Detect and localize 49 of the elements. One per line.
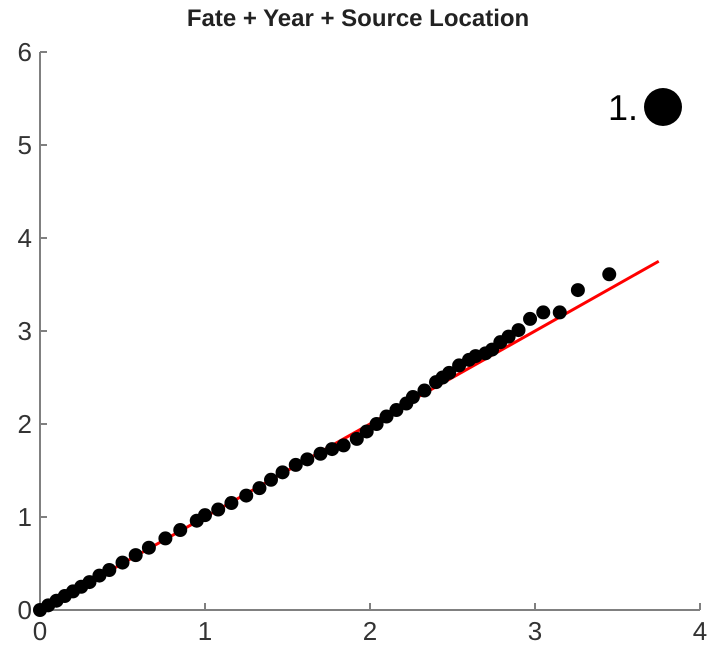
point bbox=[380, 410, 394, 424]
point bbox=[452, 358, 466, 372]
point bbox=[370, 417, 384, 431]
point bbox=[552, 305, 567, 320]
point bbox=[116, 556, 130, 570]
point bbox=[128, 548, 143, 562]
point bbox=[442, 366, 456, 380]
point bbox=[211, 502, 226, 517]
x-tick-label: 2 bbox=[362, 616, 378, 646]
y-tick-label: 6 bbox=[18, 37, 32, 67]
point bbox=[602, 267, 616, 282]
chart-title: Fate + Year + Source Location bbox=[186, 5, 530, 32]
point bbox=[336, 438, 351, 452]
point bbox=[158, 531, 172, 546]
point bbox=[142, 540, 156, 555]
y-tick-label: 1 bbox=[18, 502, 32, 532]
point bbox=[502, 330, 516, 344]
x-tick-label: 3 bbox=[528, 616, 542, 646]
point bbox=[417, 384, 432, 398]
point bbox=[224, 496, 238, 510]
point bbox=[406, 390, 420, 404]
point bbox=[198, 508, 212, 522]
point bbox=[325, 442, 340, 456]
point bbox=[92, 568, 106, 583]
x-tick-label: 4 bbox=[692, 616, 708, 646]
point bbox=[239, 488, 254, 503]
point bbox=[350, 432, 364, 446]
point bbox=[512, 323, 526, 338]
x-tick-label: 1 bbox=[198, 616, 212, 646]
point bbox=[276, 465, 290, 480]
y-tick-label: 4 bbox=[18, 223, 32, 253]
point bbox=[264, 472, 278, 487]
annotation: 1. bbox=[608, 87, 638, 128]
point bbox=[82, 575, 96, 590]
point bbox=[173, 523, 188, 538]
y-tick-label: 0 bbox=[18, 595, 32, 625]
point bbox=[288, 458, 303, 472]
point bbox=[360, 424, 374, 438]
point bbox=[300, 452, 314, 466]
point bbox=[102, 563, 116, 578]
point bbox=[389, 403, 404, 418]
point bbox=[314, 446, 328, 461]
point bbox=[570, 283, 585, 298]
y-tick-label: 3 bbox=[18, 316, 32, 346]
point bbox=[252, 481, 266, 496]
point bbox=[523, 312, 538, 326]
y-tick-label: 2 bbox=[18, 409, 32, 439]
y-tick-label: 5 bbox=[18, 130, 32, 160]
point bbox=[536, 305, 550, 320]
